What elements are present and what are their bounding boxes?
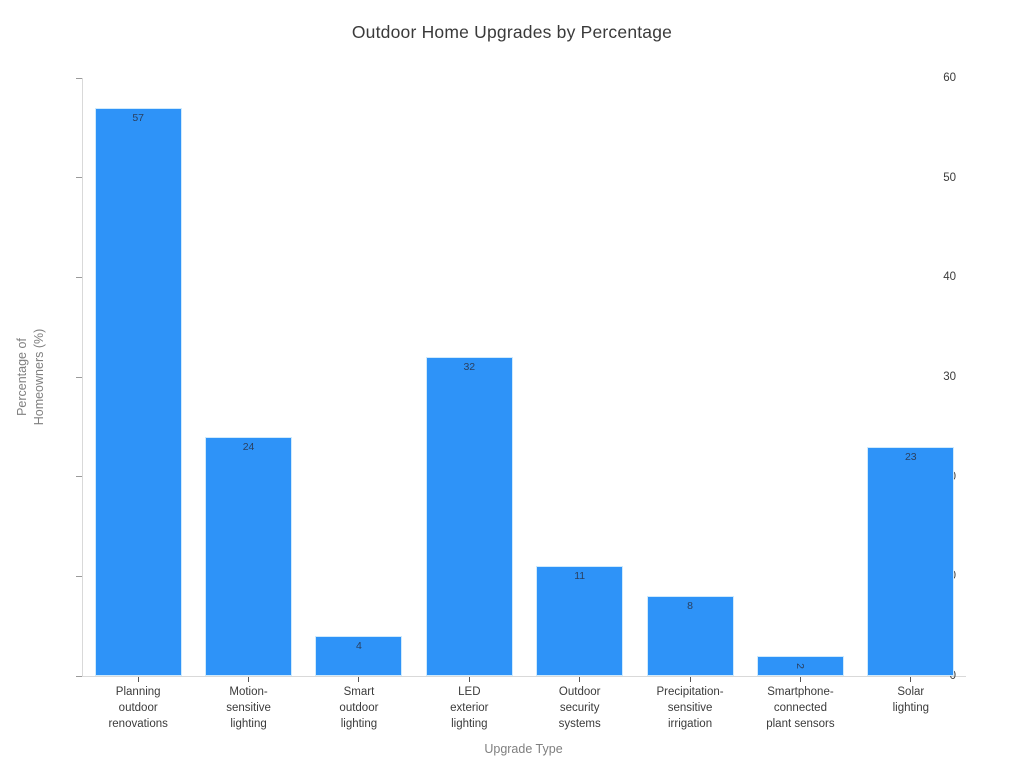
bar-8: 23 xyxy=(867,446,955,676)
x-tick-label: LED exterior lighting xyxy=(450,686,489,730)
x-tick-label: Smart outdoor lighting xyxy=(339,686,379,730)
x-tick-label: Precipitation- sensitive irrigation xyxy=(656,686,724,730)
y-tick xyxy=(76,276,82,278)
x-tick xyxy=(358,677,360,682)
bar-value-label: 4 xyxy=(356,640,362,653)
y-tick xyxy=(76,177,82,179)
bar-3: 4 xyxy=(315,636,403,676)
y-tick-label: 50 xyxy=(943,171,956,184)
x-tick-label: Solar lighting xyxy=(892,686,930,714)
x-axis-title: Upgrade Type xyxy=(484,742,563,756)
x-tick xyxy=(799,677,801,682)
y-tick-label: 30 xyxy=(943,371,956,383)
y-tick-label: 60 xyxy=(943,72,956,84)
bar-6: 8 xyxy=(646,596,734,676)
y-tick xyxy=(76,476,82,478)
x-tick-label: Outdoor security systems xyxy=(558,686,601,730)
bar-value-label: 24 xyxy=(242,440,255,453)
x-tick xyxy=(137,677,139,682)
bar-5: 11 xyxy=(536,566,624,676)
x-tick xyxy=(468,677,470,682)
x-tick xyxy=(579,677,581,682)
x-tick xyxy=(910,677,912,682)
bar-value-label: 11 xyxy=(574,570,586,583)
bar-7: 2 xyxy=(756,656,844,676)
x-tick-label: Smartphone- connected plant sensors xyxy=(766,686,835,730)
x-tick-label: Motion- sensitive lighting xyxy=(226,686,271,730)
x-tick xyxy=(248,677,250,682)
chart-title: Outdoor Home Upgrades by Percentage xyxy=(351,22,673,42)
x-tick-label: Planning outdoor renovations xyxy=(108,686,168,730)
y-tick xyxy=(76,575,82,577)
bar-value-label: 23 xyxy=(904,450,917,463)
y-axis-title: Percentage of Homeowners (%) xyxy=(15,328,46,426)
y-tick-label: 40 xyxy=(943,271,956,284)
bar-value-label: 8 xyxy=(687,600,693,613)
x-tick xyxy=(689,677,691,682)
y-tick xyxy=(76,376,82,378)
bar-1: 57 xyxy=(94,107,182,676)
bar-value-label: 32 xyxy=(463,361,476,374)
bar-4: 32 xyxy=(425,357,513,676)
bar-2: 24 xyxy=(205,436,293,676)
y-tick xyxy=(76,675,82,677)
bar-value-label: 2 xyxy=(794,663,807,669)
bar-value-label: 57 xyxy=(132,111,145,124)
y-tick xyxy=(76,77,82,79)
y-tick-label: 0 xyxy=(949,670,956,682)
